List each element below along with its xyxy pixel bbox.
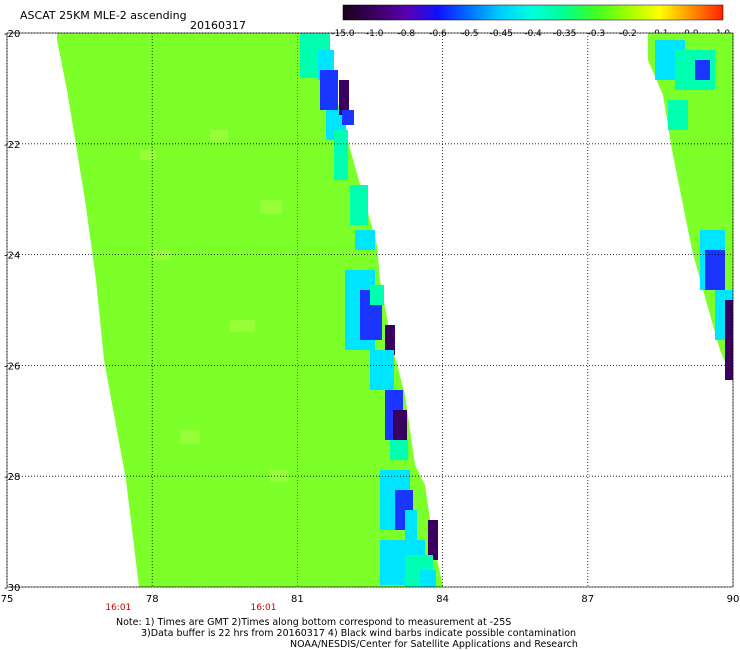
product-date: 20160317 xyxy=(190,19,246,32)
time-label: 16:01 xyxy=(251,603,277,613)
lon-tick-label: 87 xyxy=(581,594,594,605)
product-title: ASCAT 25KM MLE-2 ascending xyxy=(20,9,187,22)
edge-cell xyxy=(705,250,725,290)
edge-cell xyxy=(342,110,354,125)
colorbar-tick-label: -0.5 xyxy=(461,29,479,39)
edge-cell xyxy=(385,325,395,355)
lat-tick-label: -26 xyxy=(4,361,20,372)
edge-cell xyxy=(668,100,688,130)
time-label: 16:01 xyxy=(105,603,131,613)
edge-cell xyxy=(320,70,338,110)
lat-tick-label: -24 xyxy=(4,251,20,262)
edge-cell xyxy=(355,230,375,250)
colorbar-tick-label: -0.6 xyxy=(429,29,447,39)
axis-labels: 75 78 81 84 87 90 -20 -22 -24 -26 -28 -30 16:01 16:01 xyxy=(1,29,740,613)
texture-patch xyxy=(210,130,228,142)
note-line-3: NOAA/NESDIS/Center for Satellite Applica… xyxy=(290,639,578,650)
edge-cell xyxy=(334,130,348,180)
lat-tick-label: -20 xyxy=(4,29,20,40)
edge-cell xyxy=(420,570,436,587)
edge-cell xyxy=(390,440,408,460)
lat-tick-label: -30 xyxy=(4,583,20,594)
swath-layer xyxy=(57,33,733,587)
lat-tick-label: -28 xyxy=(4,472,20,483)
texture-patch xyxy=(260,200,282,214)
colorbar-tick-label: -0.4 xyxy=(524,29,542,39)
edge-cell xyxy=(370,285,384,305)
texture-patch xyxy=(270,470,288,482)
edge-cell xyxy=(405,510,417,540)
texture-patch xyxy=(230,320,255,332)
texture-patch xyxy=(180,430,200,444)
grid-layer xyxy=(6,32,734,588)
edge-cell xyxy=(350,185,368,225)
colorbar-tick-label: -0.3 xyxy=(588,29,606,39)
edge-cell xyxy=(370,350,394,390)
edge-cell xyxy=(725,350,733,380)
colorbar-tick-label: -1.0 xyxy=(366,29,384,39)
colorbar-tick-label: -0.35 xyxy=(553,29,576,39)
lon-tick-label: 78 xyxy=(146,594,159,605)
lat-tick-label: -22 xyxy=(4,140,20,151)
edge-cell xyxy=(428,520,438,560)
colorbar-gradient xyxy=(342,4,724,21)
lon-tick-label: 81 xyxy=(291,594,304,605)
lon-tick-label: 75 xyxy=(1,594,14,605)
map-frame xyxy=(6,32,734,588)
lon-tick-label: 84 xyxy=(436,594,449,605)
note-line-2: 3)Data buffer is 22 hrs from 20160317 4)… xyxy=(141,628,577,639)
colorbar-tick-label: -0.2 xyxy=(619,29,637,39)
colorbar-tick-label: -0.8 xyxy=(398,29,416,39)
note-line-1: Note: 1) Times are GMT 2)Times along bot… xyxy=(116,617,512,628)
lon-tick-label: 90 xyxy=(727,594,740,605)
texture-patch xyxy=(140,150,156,160)
edge-cell xyxy=(695,60,710,80)
colorbar-tick-label: -0.45 xyxy=(490,29,513,39)
colorbar-tick-label: -15.0 xyxy=(331,29,355,39)
edge-cell xyxy=(339,80,349,115)
edge-cell xyxy=(725,300,733,350)
